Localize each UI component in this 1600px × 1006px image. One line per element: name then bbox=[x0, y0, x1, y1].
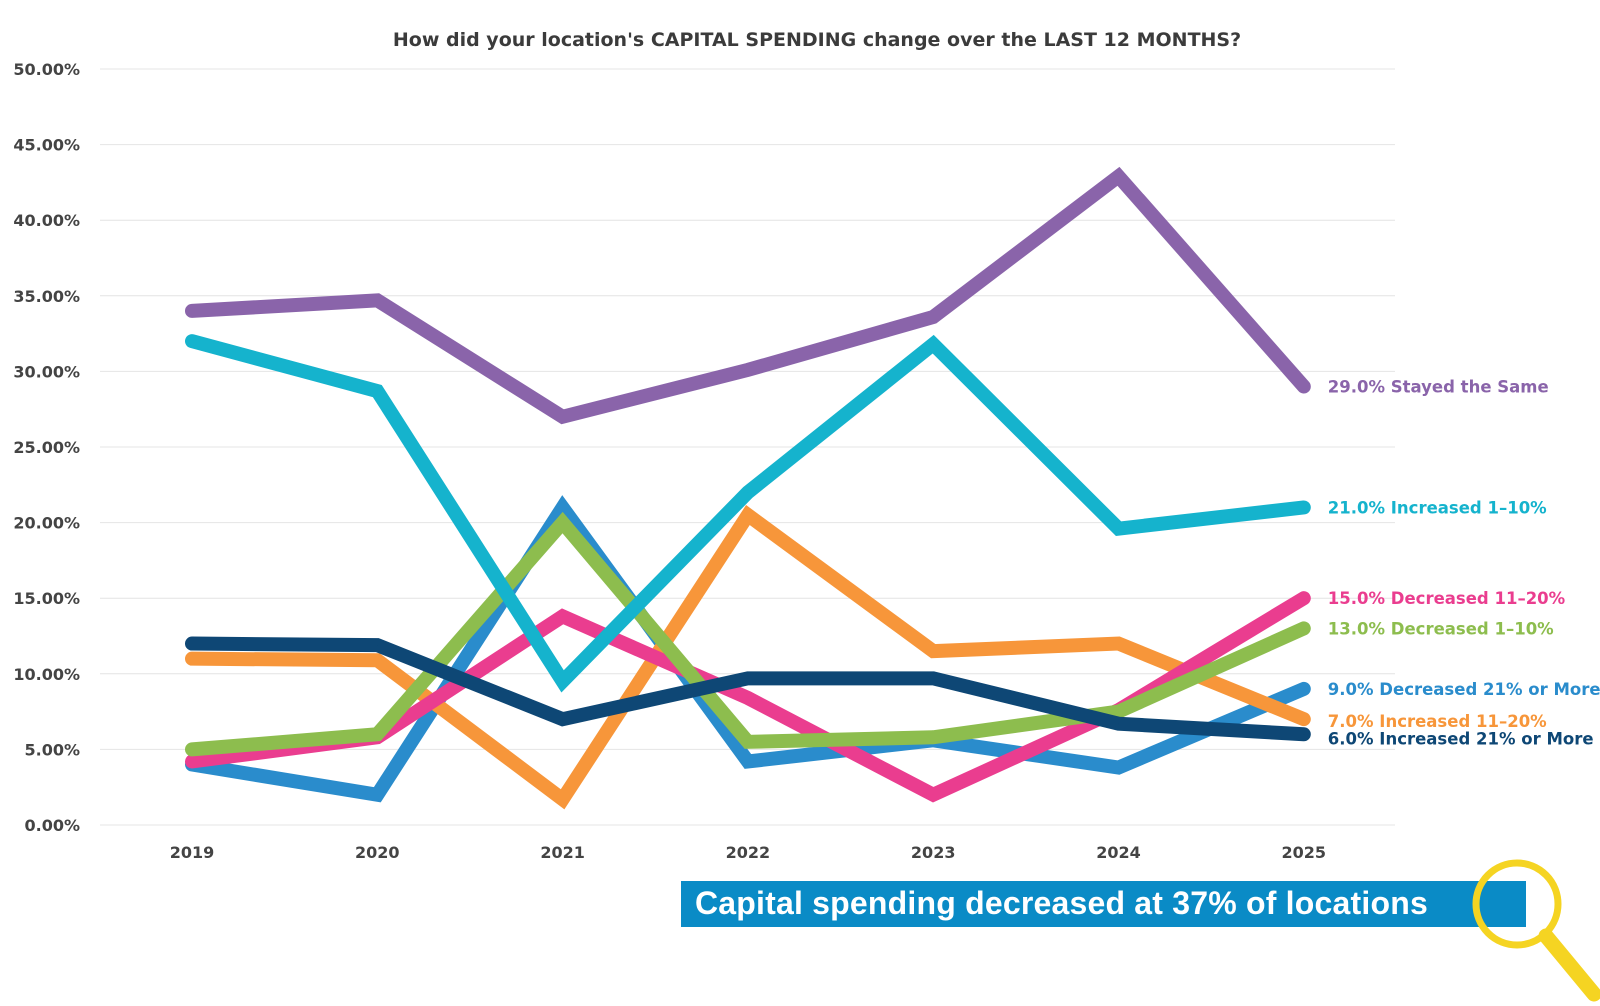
data-point bbox=[932, 650, 934, 652]
data-point bbox=[747, 369, 749, 371]
data-point bbox=[747, 677, 749, 679]
y-axis-ticks: 0.00% 5.00% 10.00% 15.00% 20.00% 25.00% 30.00%… bbox=[13, 60, 80, 835]
data-point bbox=[191, 643, 193, 645]
series-end-label: 6.0% Increased 21% or More bbox=[1328, 729, 1594, 748]
grid bbox=[100, 68, 1395, 826]
data-point bbox=[1303, 506, 1305, 508]
y-tick-label: 5.00% bbox=[24, 740, 80, 759]
data-point bbox=[562, 718, 564, 720]
chart-title: How did your location's CAPITAL SPENDING… bbox=[393, 29, 1241, 51]
data-point bbox=[562, 506, 564, 508]
annotation-banner: Capital spending decreased at 37% of loc… bbox=[681, 881, 1526, 927]
x-tick-label: 2019 bbox=[170, 843, 215, 862]
series-end-label: 29.0% Stayed the Same bbox=[1328, 378, 1549, 397]
x-tick-label: 2023 bbox=[911, 843, 956, 862]
data-point bbox=[932, 794, 934, 796]
x-tick-label: 2021 bbox=[540, 843, 585, 862]
data-point bbox=[1118, 528, 1119, 530]
data-point bbox=[376, 390, 378, 392]
data-point bbox=[1303, 627, 1305, 629]
data-point bbox=[747, 514, 749, 516]
data-point bbox=[1118, 175, 1119, 177]
data-point bbox=[747, 491, 749, 493]
data-point bbox=[376, 644, 378, 646]
data-point bbox=[932, 316, 934, 318]
magnifier-icon bbox=[1472, 859, 1600, 1002]
x-tick-label: 2024 bbox=[1096, 843, 1141, 862]
data-point bbox=[562, 798, 564, 800]
data-point bbox=[932, 343, 934, 345]
series-end-label: 21.0% Increased 1–10% bbox=[1328, 498, 1547, 517]
annotation-text: Capital spending decreased at 37% of loc… bbox=[695, 885, 1428, 921]
data-point bbox=[747, 697, 749, 699]
data-point bbox=[1303, 597, 1305, 599]
y-tick-label: 45.00% bbox=[13, 136, 80, 155]
data-point bbox=[376, 659, 378, 661]
y-tick-label: 10.00% bbox=[13, 665, 80, 684]
data-point bbox=[191, 310, 193, 312]
series-end-label: 7.0% Increased 11–20% bbox=[1328, 712, 1547, 731]
y-tick-label: 0.00% bbox=[24, 816, 80, 835]
y-tick-label: 15.00% bbox=[13, 589, 80, 608]
data-point bbox=[191, 760, 193, 762]
series-line bbox=[185, 511, 1311, 757]
data-point bbox=[191, 340, 193, 342]
data-point bbox=[932, 736, 934, 738]
data-point bbox=[932, 677, 934, 679]
data-point bbox=[562, 680, 564, 682]
data-point bbox=[376, 733, 378, 735]
series-lines bbox=[185, 166, 1311, 810]
y-tick-label: 30.00% bbox=[13, 362, 80, 381]
data-point bbox=[562, 615, 564, 617]
x-axis-ticks: 2019 2020 2021 2022 2023 2024 2025 bbox=[170, 843, 1326, 862]
x-tick-label: 2020 bbox=[355, 843, 400, 862]
data-point bbox=[191, 748, 193, 750]
y-tick-label: 40.00% bbox=[13, 211, 80, 230]
data-point bbox=[376, 794, 378, 796]
data-point bbox=[562, 522, 564, 524]
x-tick-label: 2022 bbox=[726, 843, 771, 862]
series-end-labels: 9.0% Decreased 21% or More 7.0% Increased… bbox=[1328, 378, 1600, 749]
y-tick-label: 25.00% bbox=[13, 438, 80, 457]
data-point bbox=[562, 416, 564, 418]
data-point bbox=[747, 741, 749, 743]
series-end-label: 13.0% Decreased 1–10% bbox=[1328, 619, 1554, 638]
series-end-label: 9.0% Decreased 21% or More bbox=[1328, 680, 1600, 699]
data-point bbox=[1118, 767, 1119, 769]
data-point bbox=[1303, 386, 1305, 388]
data-point bbox=[191, 658, 193, 660]
data-point bbox=[1303, 688, 1305, 690]
data-point bbox=[376, 299, 378, 301]
data-point bbox=[1118, 723, 1119, 725]
data-point bbox=[747, 760, 749, 762]
x-tick-label: 2025 bbox=[1282, 843, 1327, 862]
y-tick-label: 20.00% bbox=[13, 514, 80, 533]
data-point bbox=[1303, 718, 1305, 720]
series-end-label: 15.0% Decreased 11–20% bbox=[1328, 589, 1566, 608]
data-point bbox=[1118, 643, 1119, 645]
y-tick-label: 35.00% bbox=[13, 287, 80, 306]
data-point bbox=[1303, 733, 1305, 735]
data-point bbox=[1118, 711, 1119, 713]
y-tick-label: 50.00% bbox=[13, 60, 80, 79]
